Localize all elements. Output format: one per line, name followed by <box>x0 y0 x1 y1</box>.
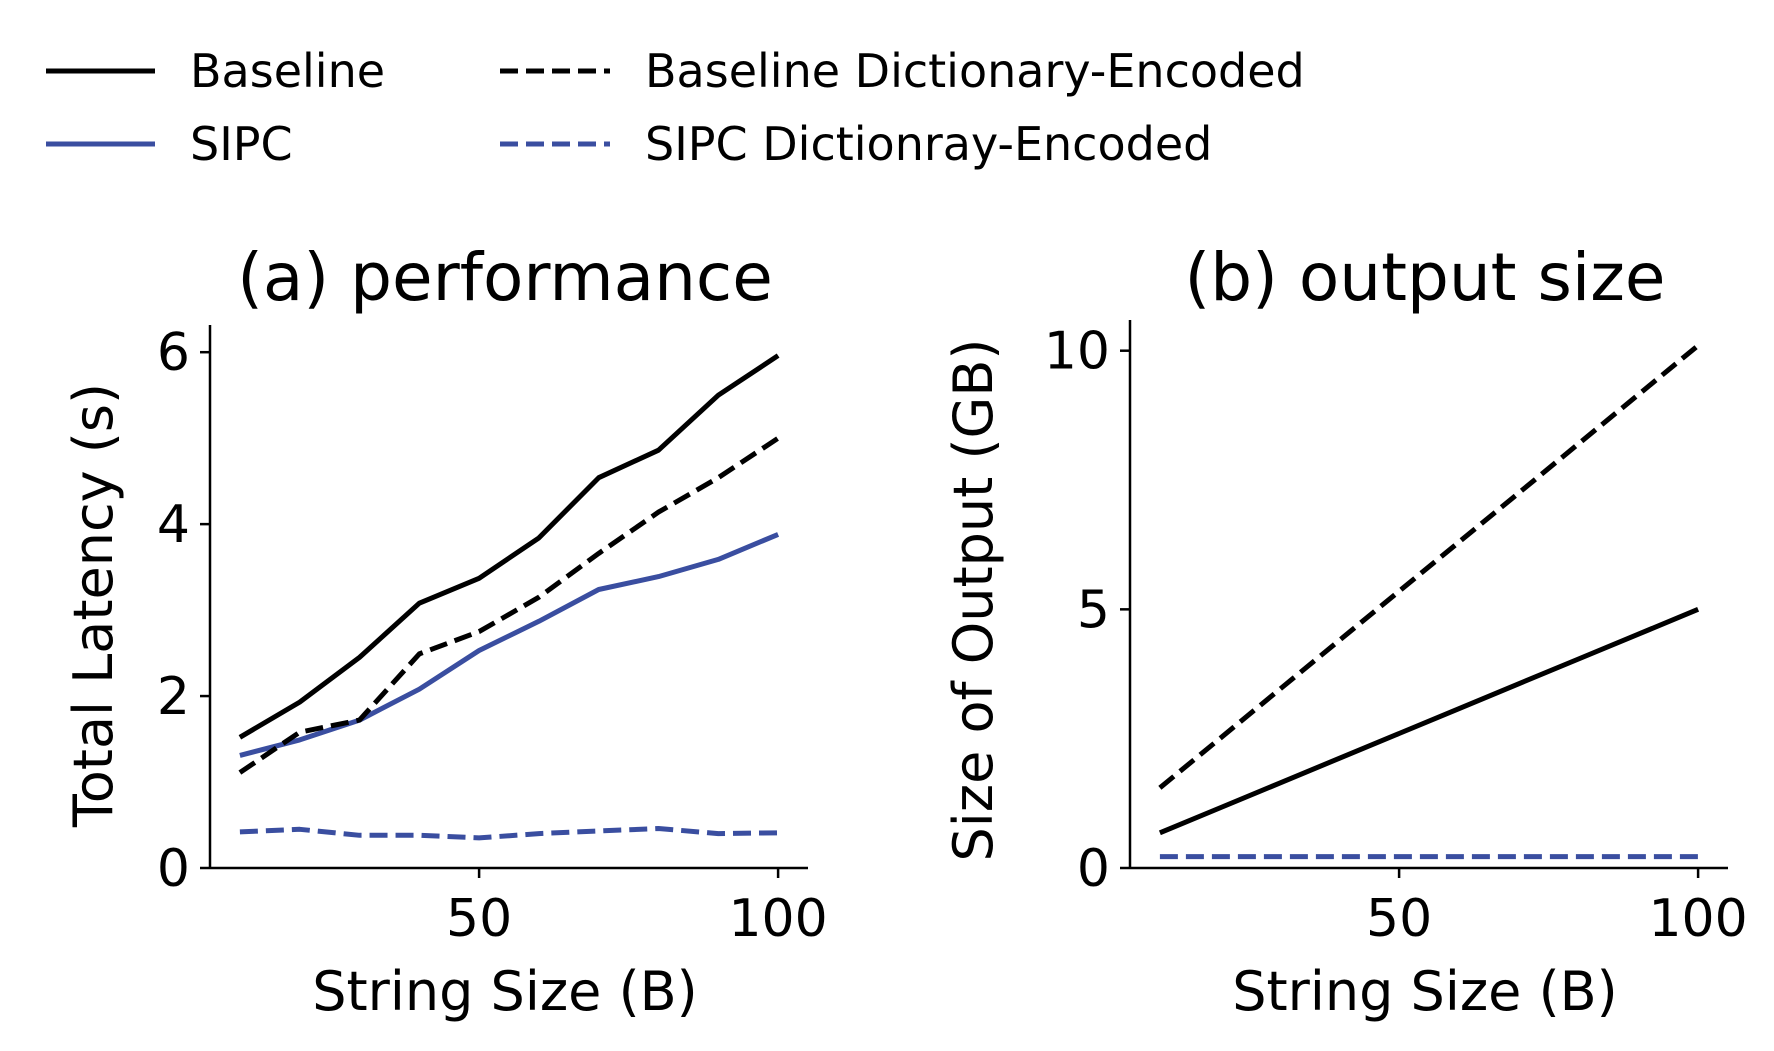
series-line-baseline <box>238 353 780 740</box>
x-axis-label: String Size (B) <box>1232 960 1618 1023</box>
y-tick-label: 6 <box>157 323 190 383</box>
x-tick-label: 50 <box>446 889 512 949</box>
x-axis-label: String Size (B) <box>312 960 698 1023</box>
series-layer <box>1158 343 1700 860</box>
y-axis-label: Size of Output (GB) <box>942 339 1005 862</box>
x-tick-label: 100 <box>728 889 827 949</box>
legend-label-sipc-dict: SIPC Dictionray-Encoded <box>645 117 1212 171</box>
chart-title: (b) output size <box>1184 239 1665 316</box>
x-tick-label: 100 <box>1648 889 1747 949</box>
y-tick-label: 10 <box>1044 322 1110 382</box>
chart-output-size: (b) output size 0 5 10 50 100 String Size (B… <box>942 239 1748 1023</box>
series-line-baseline <box>1158 606 1700 836</box>
legend: Baseline SIPC Baseline Dictionary-Encode… <box>46 44 1305 171</box>
y-tick-label: 0 <box>157 839 190 899</box>
legend-label-sipc: SIPC <box>190 117 293 171</box>
series-line-sipc <box>239 532 780 758</box>
legend-label-baseline-dict: Baseline Dictionary-Encoded <box>645 44 1305 98</box>
y-tick-label: 0 <box>1077 839 1110 899</box>
y-axis-label: Total Latency (s) <box>62 383 125 828</box>
chart-title: (a) performance <box>237 239 773 316</box>
series-line-baseline-dictionary-encoded <box>238 436 780 775</box>
axes-layer: 0 2 4 6 50 100 <box>157 323 828 949</box>
y-tick-label: 5 <box>1077 580 1110 640</box>
series-line-baseline-dictionary-encoded <box>1158 343 1700 790</box>
legend-label-baseline: Baseline <box>190 44 385 98</box>
y-tick-label: 2 <box>157 667 190 727</box>
y-tick-label: 4 <box>157 495 190 555</box>
series-layer <box>238 353 780 841</box>
chart-performance: (a) performance 0 2 4 6 50 100 String Size (B… <box>62 239 828 1023</box>
x-tick-label: 50 <box>1366 889 1432 949</box>
series-line-sipc-dictionray-encoded <box>239 826 779 841</box>
axes-layer: 0 5 10 50 100 <box>1044 320 1748 949</box>
